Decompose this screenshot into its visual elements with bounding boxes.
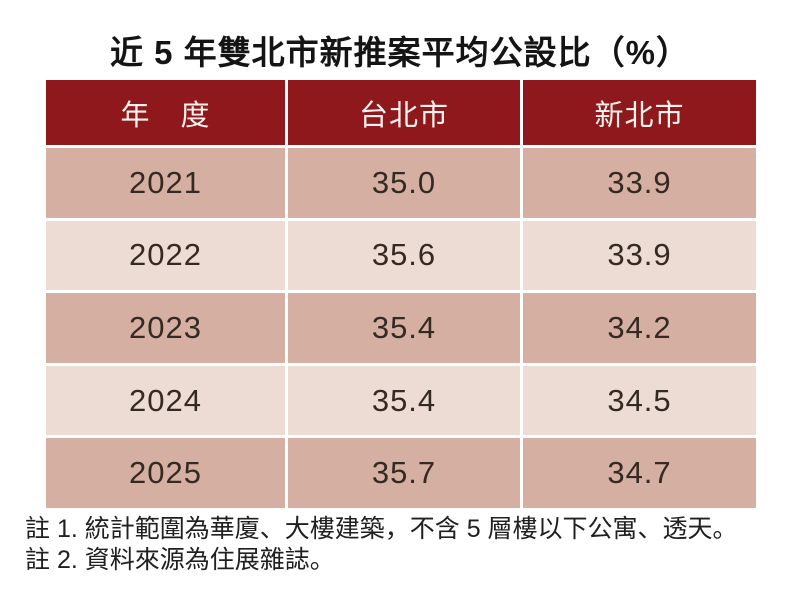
table-cell-year: 2023 — [46, 293, 285, 363]
footnote-1: 註 1. 統計範圍為華廈、大樓建築，不含 5 層樓以下公寓、透天。 — [25, 515, 738, 543]
page-title: 近 5 年雙北市新推案平均公設比（%） — [109, 34, 691, 71]
table-header-new-taipei: 新北市 — [523, 80, 756, 145]
table-cell-value: 34.5 — [523, 365, 756, 436]
data-table: 年 度 台北市 新北市 2021 35.0 33.9 2022 35.6 33.… — [46, 80, 756, 508]
table-cell-value: 34.7 — [523, 438, 756, 508]
table-cell-value: 35.7 — [288, 438, 520, 508]
footnotes: 註 1. 統計範圍為華廈、大樓建築，不含 5 層樓以下公寓、透天。 註 2. 資… — [25, 514, 785, 576]
table-header-taipei: 台北市 — [288, 80, 520, 145]
table-cell-value: 33.9 — [523, 148, 756, 218]
table-cell-year: 2022 — [46, 220, 285, 291]
table-cell-value: 35.0 — [288, 148, 520, 218]
table-cell-year: 2021 — [46, 148, 285, 218]
table-cell-value: 33.9 — [523, 220, 756, 291]
table-cell-value: 35.6 — [288, 220, 520, 291]
table-cell-value: 35.4 — [288, 293, 520, 363]
table-cell-value: 34.2 — [523, 293, 756, 363]
footnote-2: 註 2. 資料來源為住展雜誌。 — [25, 546, 335, 574]
table-cell-value: 35.4 — [288, 365, 520, 436]
table-cell-year: 2024 — [46, 365, 285, 436]
table-header-year: 年 度 — [46, 80, 285, 145]
table-cell-year: 2025 — [46, 438, 285, 508]
